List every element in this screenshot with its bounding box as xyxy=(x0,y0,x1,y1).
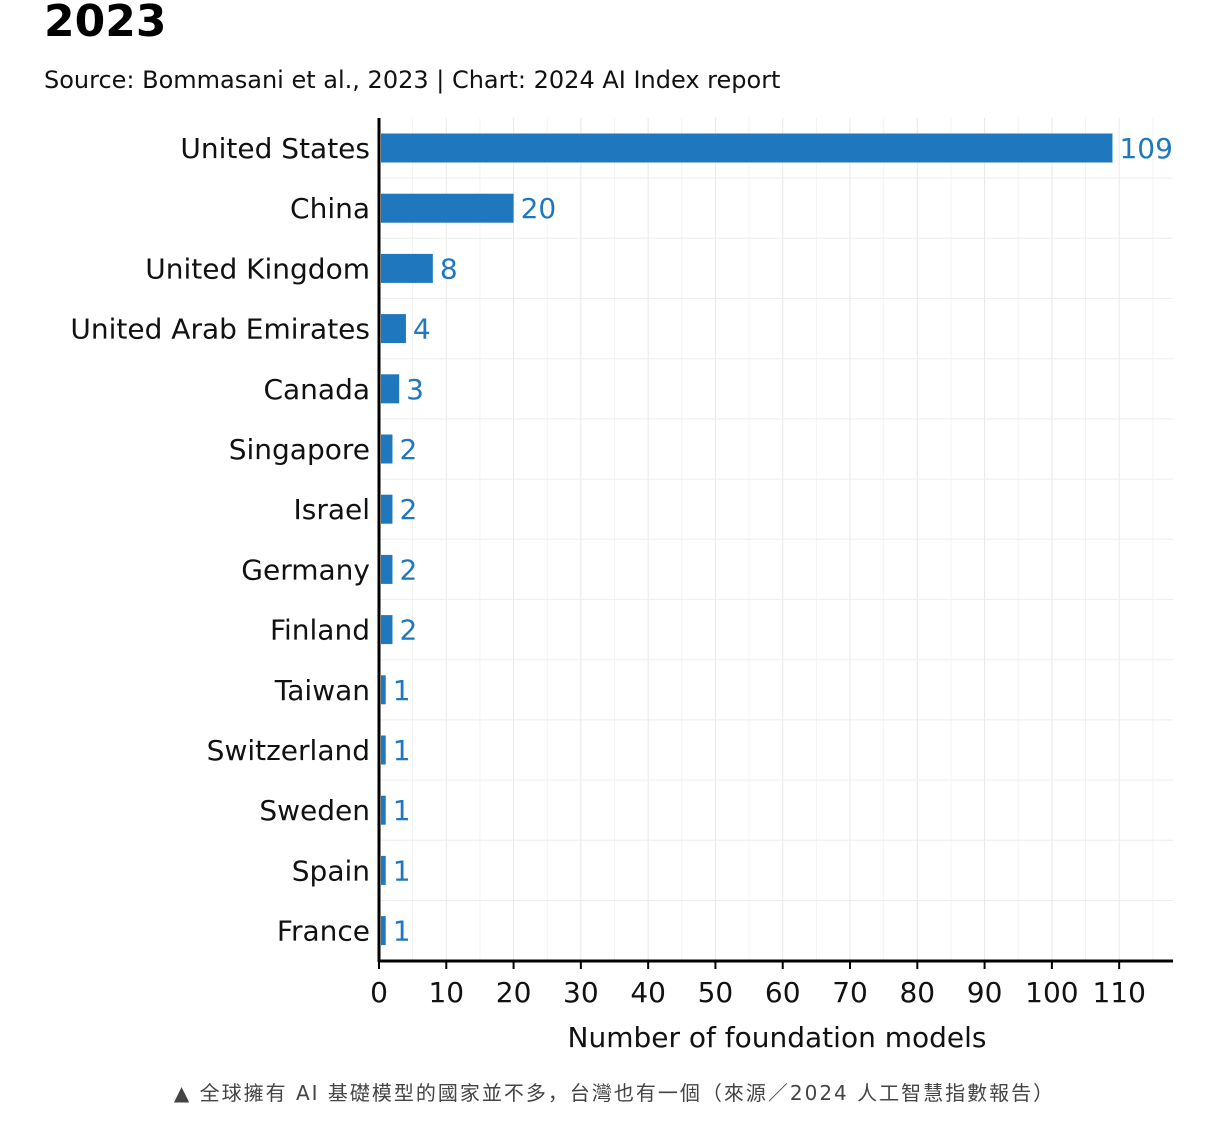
x-tick-label: 70 xyxy=(832,976,868,1009)
chart-title: 2023 xyxy=(44,0,167,38)
bar-sweden xyxy=(381,795,386,825)
x-tick-label: 50 xyxy=(698,976,734,1009)
chart-subtitle: Source: Bommasani et al., 2023 | Chart: … xyxy=(44,66,781,94)
value-label: 2 xyxy=(399,433,417,466)
bar-united-kingdom xyxy=(381,253,433,283)
category-label: France xyxy=(277,915,370,948)
category-label: Taiwan xyxy=(274,674,370,707)
category-label: China xyxy=(290,192,370,225)
bar-france xyxy=(381,916,386,946)
value-label: 1 xyxy=(393,794,411,827)
bar-spain xyxy=(381,855,386,885)
category-label: Canada xyxy=(263,373,370,406)
value-label: 2 xyxy=(399,553,417,586)
image-caption: ▲ 全球擁有 AI 基礎模型的國家並不多，台灣也有一個（來源／2024 人工智慧… xyxy=(173,1081,1056,1105)
bar-singapore xyxy=(381,434,393,464)
value-label: 3 xyxy=(406,373,424,406)
bars xyxy=(381,133,1113,946)
x-tick-label: 90 xyxy=(967,976,1003,1009)
x-tick-label: 40 xyxy=(630,976,666,1009)
bar-switzerland xyxy=(381,735,386,765)
value-label: 1 xyxy=(393,674,411,707)
value-label: 2 xyxy=(399,614,417,647)
bar-taiwan xyxy=(381,675,386,705)
category-label: Singapore xyxy=(229,433,370,466)
x-tick-label: 10 xyxy=(428,976,464,1009)
value-label: 4 xyxy=(413,313,431,346)
category-label: United Arab Emirates xyxy=(70,313,370,346)
category-label: Germany xyxy=(241,553,370,586)
x-tick-label: 30 xyxy=(563,976,599,1009)
x-tick-label: 60 xyxy=(765,976,801,1009)
x-tick-label: 100 xyxy=(1025,976,1078,1009)
category-label: Finland xyxy=(270,614,370,647)
x-tick-label: 20 xyxy=(496,976,532,1009)
bar-china xyxy=(381,193,514,223)
bar-united-arab-emirates xyxy=(381,314,406,344)
bar-germany xyxy=(381,554,393,584)
bar-united-states xyxy=(381,133,1113,163)
value-label: 20 xyxy=(521,192,557,225)
bar-finland xyxy=(381,615,393,645)
axes xyxy=(377,118,1173,969)
category-label: United Kingdom xyxy=(145,252,370,285)
x-tick-label: 0 xyxy=(370,976,388,1009)
grid-lines xyxy=(379,118,1173,961)
value-label: 1 xyxy=(393,734,411,767)
value-label: 8 xyxy=(440,252,458,285)
value-label: 109 xyxy=(1119,132,1172,165)
category-label: Israel xyxy=(293,493,370,526)
x-tick-label: 110 xyxy=(1092,976,1145,1009)
category-label: United States xyxy=(180,132,370,165)
bar-canada xyxy=(381,374,400,404)
category-label: Switzerland xyxy=(207,734,370,767)
value-label: 1 xyxy=(393,915,411,948)
category-label: Sweden xyxy=(259,794,370,827)
x-tick-label: 80 xyxy=(899,976,935,1009)
value-label: 2 xyxy=(399,493,417,526)
x-axis-title: Number of foundation models xyxy=(568,1021,987,1054)
bar-israel xyxy=(381,494,393,524)
category-label: Spain xyxy=(292,854,370,887)
value-label: 1 xyxy=(393,854,411,887)
